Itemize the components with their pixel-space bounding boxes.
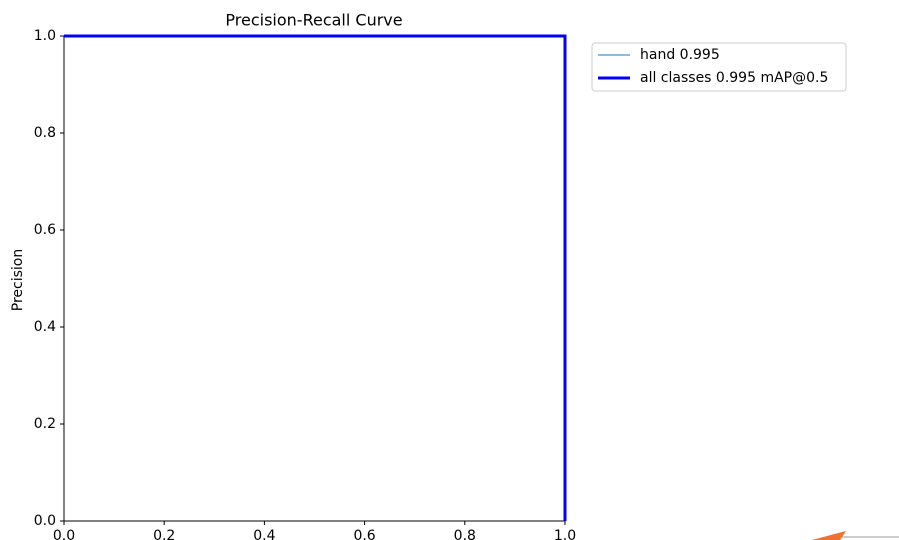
legend-box xyxy=(591,42,847,92)
x-tick-label: 0.0 xyxy=(53,528,75,540)
y-tick-label: 0.6 xyxy=(34,222,56,238)
series-line xyxy=(64,35,566,521)
y-tick-label: 0.8 xyxy=(34,125,56,141)
y-tick-label: 0.4 xyxy=(34,319,56,335)
y-tick-label: 1.0 xyxy=(34,28,56,44)
y-tick-label: 0.0 xyxy=(34,513,56,529)
y-tick-label: 0.2 xyxy=(34,416,56,432)
legend-label: all classes 0.995 mAP@0.5 xyxy=(640,70,828,86)
series-line xyxy=(64,34,567,521)
chart-title: Precision-Recall Curve xyxy=(225,11,402,30)
x-tick-label: 0.4 xyxy=(253,528,275,540)
x-tick-label: 1.0 xyxy=(554,528,576,540)
legend-label: hand 0.995 xyxy=(640,47,720,63)
y-axis-label: Precision xyxy=(10,249,26,311)
x-tick-label: 0.2 xyxy=(153,528,175,540)
cursor-arrow xyxy=(812,531,846,540)
x-tick-label: 0.6 xyxy=(353,528,375,540)
plot-frame xyxy=(63,35,566,522)
x-tick-label: 0.8 xyxy=(454,528,476,540)
